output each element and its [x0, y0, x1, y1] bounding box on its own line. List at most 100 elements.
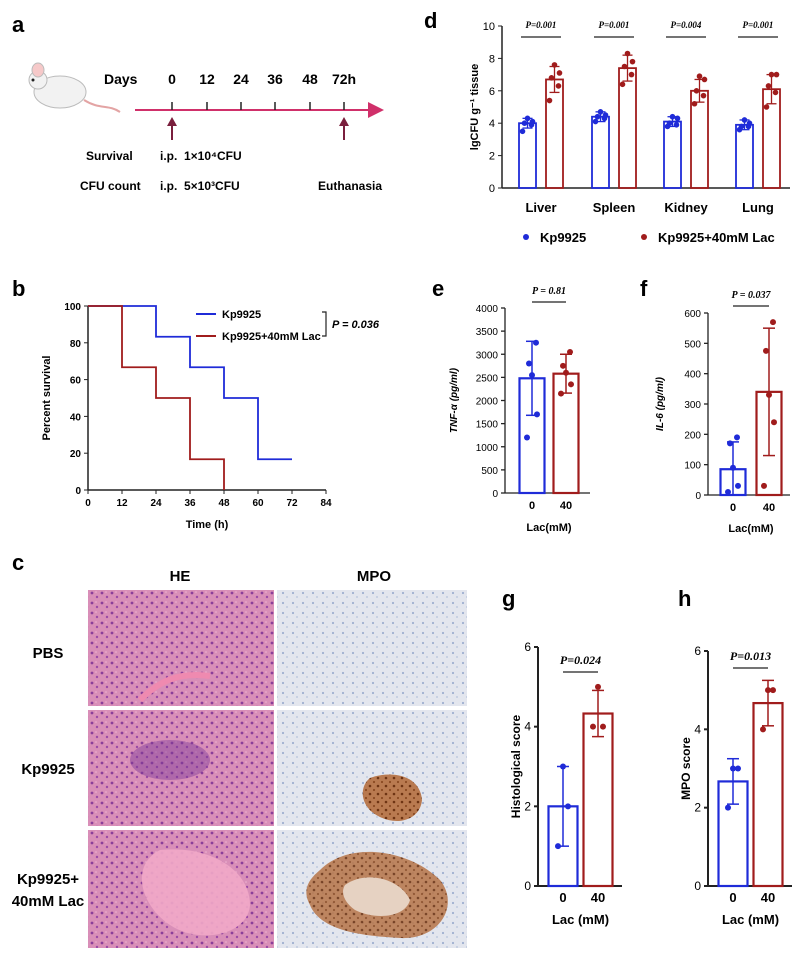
panel-letter-e: e [432, 276, 444, 301]
p-value-label: P=0.013 [730, 649, 771, 663]
x-axis-label: Lac (mM) [552, 912, 609, 927]
survival-line-kp9925-lac [88, 305, 225, 490]
category-label: 0 [730, 502, 736, 514]
p-value-annotation: P = 0.036 [332, 319, 380, 331]
mpo-stain-kp9925 [362, 774, 422, 822]
survival-route: i.p. [160, 149, 177, 163]
y-tick-label: 8 [489, 53, 495, 65]
he-image-kp9925 [88, 710, 274, 826]
panel-letter-h: h [678, 586, 691, 611]
y-tick-label: 2 [694, 801, 701, 815]
data-point [560, 763, 566, 770]
data-point [701, 76, 708, 83]
data-point [761, 482, 767, 489]
data-point [727, 440, 733, 447]
legend-label: Kp9925 [222, 309, 261, 321]
data-point [772, 89, 779, 96]
y-tick-label: 100 [64, 302, 81, 313]
y-tick-label: 2 [524, 799, 531, 813]
he-necrosis-kp9925-lac [141, 849, 250, 936]
data-point [529, 118, 536, 125]
y-tick-label: 1500 [476, 420, 499, 431]
y-axis-label: Histological score [509, 714, 523, 818]
data-point [673, 122, 680, 128]
y-tick-label: 4 [524, 720, 531, 734]
bar [752, 701, 784, 888]
timeline-tick-label: 72h [332, 71, 356, 87]
mpo-lesion-center [343, 877, 410, 916]
data-point [735, 765, 741, 772]
data-point [629, 58, 636, 65]
il6-bar-chart: 0 100 200 300 400 500 600 IL-6 (pg/ml) 0 40 Lac(mM… [655, 290, 790, 535]
y-tick-label: 2000 [476, 397, 499, 408]
x-tick-label: 12 [116, 498, 128, 509]
category-label: 40 [761, 890, 775, 905]
legend-label: Kp9925 [540, 230, 586, 245]
y-tick-label: 1000 [476, 443, 499, 454]
p-value-label: P = 0.037 [732, 290, 772, 301]
y-tick-label: 20 [70, 449, 82, 460]
mpo-score-chart: 0 2 4 6 MPO score 0 40 Lac (mM) P=0.013 [679, 644, 792, 927]
data-point [533, 339, 539, 346]
data-point [568, 381, 574, 388]
y-tick-label: 0 [492, 489, 498, 500]
timeline-tick-label: 24 [233, 71, 249, 87]
euthanasia-label: Euthanasia [318, 179, 382, 193]
panel-a-timeline: Days 0 12 24 36 48 72h Survival i.p. 1×10⁴CFU… [28, 62, 384, 193]
tnf-bar-chart: 0 500 1000 1500 2000 2500 3000 3500 4000 TNF-α (p… [449, 286, 590, 534]
category-label: 0 [529, 500, 535, 512]
data-point [594, 113, 601, 120]
data-point [763, 347, 769, 354]
category-label: Kidney [664, 200, 708, 215]
data-point [595, 683, 601, 690]
data-point [693, 88, 700, 94]
x-tick-label: 60 [252, 498, 264, 509]
y-axis-label: MPO score [679, 737, 693, 800]
y-tick-label: 0 [524, 879, 531, 893]
he-lesion-kp9925 [130, 740, 210, 780]
timeline-tick-label: 48 [302, 71, 318, 87]
bar [663, 120, 682, 189]
panel-c-histology: HE MPO PBS Kp9925 Kp9925+ 40mM Lac [12, 568, 467, 948]
data-point [766, 391, 772, 398]
y-tick-label: 0 [489, 183, 495, 195]
timeline-tick-label: 12 [199, 71, 215, 87]
mouse-icon [28, 62, 121, 113]
data-point [730, 464, 736, 471]
data-point [519, 128, 526, 135]
data-point [771, 419, 777, 426]
data-point [621, 63, 628, 70]
category-label: 40 [591, 890, 605, 905]
y-axis-label: IL-6 (pg/ml) [655, 376, 666, 431]
y-tick-label: 300 [684, 400, 701, 411]
y-tick-label: 6 [694, 644, 701, 658]
y-tick-label: 200 [684, 430, 701, 441]
data-point [770, 319, 776, 326]
cfu-dose: 5×10³CFU [184, 179, 240, 193]
x-axis-label: Time (h) [186, 519, 229, 531]
histological-score-chart: 0 2 4 6 Histological score 0 40 Lac (mM) P=0.024 [509, 640, 622, 927]
y-tick-label: 500 [684, 339, 701, 350]
data-point [763, 104, 770, 110]
bar [591, 115, 610, 189]
data-point [560, 362, 566, 369]
survival-dose: 1×10⁴CFU [184, 149, 242, 163]
p-value-label: P=0.001 [743, 20, 774, 30]
data-point [556, 70, 563, 76]
data-point [600, 723, 606, 730]
data-point [619, 81, 626, 88]
y-axis-label: TNF-α (pg/ml) [449, 367, 460, 433]
y-axis-label: Percent survival [41, 356, 53, 441]
data-point [669, 113, 676, 120]
data-point [770, 687, 776, 694]
y-tick-label: 0 [694, 879, 701, 893]
data-point [760, 726, 766, 733]
bar [582, 712, 614, 888]
data-point [730, 765, 736, 772]
y-tick-label: 100 [684, 461, 701, 472]
panel-letter-f: f [640, 276, 648, 301]
data-point [592, 118, 599, 125]
data-point [674, 115, 681, 122]
survival-label: Survival [86, 149, 133, 163]
p-value-label: P=0.001 [526, 20, 557, 30]
